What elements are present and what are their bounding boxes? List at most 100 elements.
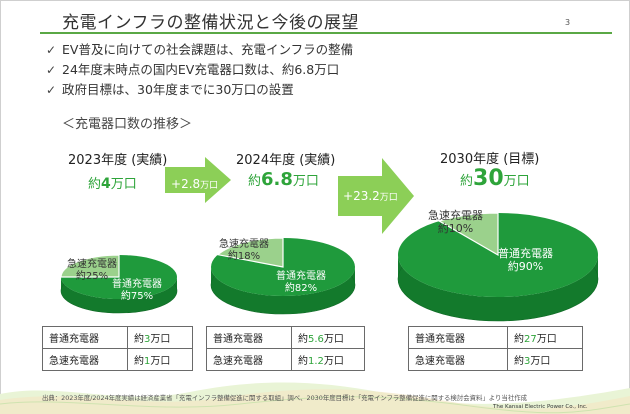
table-cell-value: 約3万口 bbox=[127, 326, 193, 349]
value-unit: 万口 bbox=[323, 334, 344, 345]
pie-2024 bbox=[210, 237, 356, 315]
value-unit: 万口 bbox=[536, 334, 557, 345]
breakdown-table-2023: 普通充電器 約3万口 急速充電器 約1万口 bbox=[42, 326, 193, 371]
value-number: 27 bbox=[524, 334, 537, 345]
title-underline bbox=[40, 32, 612, 34]
table-row: 普通充電器 約3万口 bbox=[42, 326, 193, 349]
pie-fast-label: 急速充電器 約25% bbox=[67, 259, 117, 283]
table-cell-value: 約1.2万口 bbox=[291, 348, 365, 371]
increase-amount: 23.2 bbox=[353, 189, 380, 203]
pie-normal-label: 普通充電器 約75% bbox=[112, 279, 162, 303]
pie-2030 bbox=[397, 212, 599, 322]
bullet-text: 24年度末時点の国内EV充電器口数は、約6.8万口 bbox=[62, 62, 340, 77]
increase-label-2030: +23.2万口 bbox=[343, 189, 398, 203]
check-mark-icon: ✓ bbox=[46, 63, 57, 77]
value-number: 3 bbox=[144, 334, 151, 345]
increase-unit: 万口 bbox=[379, 193, 398, 203]
pie-fast-label: 急速充電器 約10% bbox=[428, 210, 483, 236]
increase-label-2024: +2.8万口 bbox=[171, 177, 218, 191]
value-prefix: 約 bbox=[298, 356, 308, 367]
breakdown-table-2024: 普通充電器 約5.6万口 急速充電器 約1.2万口 bbox=[206, 326, 365, 371]
total-amount: 30 bbox=[473, 166, 504, 191]
year-label-2024: 2024年度 (実績) bbox=[236, 153, 336, 168]
fast-label-text: 急速充電器 bbox=[219, 239, 269, 250]
value-unit: 万口 bbox=[150, 356, 171, 367]
increase-amount: 2.8 bbox=[181, 177, 201, 191]
increase-prefix: + bbox=[171, 177, 182, 191]
bullet-list: ✓ EV普及に向けての社会課題は、充電インフラの整備 ✓ 24年度末時点の国内EV充… bbox=[46, 40, 353, 100]
table-cell-value: 約1万口 bbox=[127, 348, 193, 371]
company-name: The Kansai Electric Power Co., Inc. bbox=[493, 404, 588, 410]
value-prefix: 約 bbox=[514, 356, 524, 367]
pie-slice-fast bbox=[216, 237, 284, 268]
increase-arrow-icon bbox=[165, 157, 231, 203]
total-prefix: 約 bbox=[460, 174, 474, 189]
total-prefix: 約 bbox=[248, 174, 262, 189]
table-cell-type: 急速充電器 bbox=[206, 348, 292, 371]
table-cell-type: 普通充電器 bbox=[408, 326, 508, 349]
total-unit: 万口 bbox=[110, 177, 137, 192]
section-heading: ＜充電器口数の推移＞ bbox=[62, 117, 193, 132]
pie-slice-fast bbox=[437, 212, 499, 257]
normal-label-text: 普通充電器 bbox=[112, 279, 162, 290]
fast-label-text: 急速充電器 bbox=[67, 259, 117, 270]
page-number: 3 bbox=[565, 18, 571, 27]
increase-prefix: + bbox=[343, 189, 354, 203]
table-cell-type: 普通充電器 bbox=[42, 326, 128, 349]
normal-pct-text: 約75% bbox=[120, 291, 154, 302]
table-row: 急速充電器 約1.2万口 bbox=[206, 348, 365, 371]
fast-pct-text: 約25% bbox=[75, 271, 109, 282]
pie-2023 bbox=[60, 254, 178, 314]
pie-side bbox=[398, 255, 598, 321]
total-unit: 万口 bbox=[292, 174, 319, 189]
value-prefix: 約 bbox=[134, 356, 144, 367]
pie-slice-fast bbox=[60, 254, 120, 278]
footer-wave-decoration bbox=[0, 382, 630, 414]
total-prefix: 約 bbox=[88, 177, 102, 192]
value-unit: 万口 bbox=[150, 334, 171, 345]
slide-title: 充電インフラの整備状況と今後の展望 bbox=[62, 13, 359, 33]
table-cell-value: 約5.6万口 bbox=[291, 326, 365, 349]
total-2030: 約30万口 bbox=[460, 166, 530, 191]
bullet-item: ✓ 24年度末時点の国内EV充電器口数は、約6.8万口 bbox=[46, 60, 353, 80]
pie-normal-label: 普通充電器 約82% bbox=[276, 271, 326, 295]
fast-label-text: 急速充電器 bbox=[428, 209, 483, 222]
pie-normal-label: 普通充電器 約90% bbox=[498, 248, 553, 274]
normal-label-text: 普通充電器 bbox=[498, 247, 553, 260]
table-row: 普通充電器 約5.6万口 bbox=[206, 326, 365, 349]
table-row: 急速充電器 約1万口 bbox=[42, 348, 193, 371]
bullet-item: ✓ EV普及に向けての社会課題は、充電インフラの整備 bbox=[46, 40, 353, 60]
normal-pct-text: 約82% bbox=[284, 283, 318, 294]
table-cell-value: 約3万口 bbox=[507, 348, 583, 371]
pie-fast-label: 急速充電器 約18% bbox=[219, 239, 269, 263]
table-cell-type: 普通充電器 bbox=[206, 326, 292, 349]
value-unit: 万口 bbox=[530, 356, 551, 367]
value-unit: 万口 bbox=[323, 356, 344, 367]
year-label-2030: 2030年度 (目標) bbox=[440, 152, 540, 167]
total-2024: 約6.8万口 bbox=[248, 169, 319, 190]
source-note: 出典：2023年度/2024年度実績は経済産業省「充電インフラ整備促進に関する取… bbox=[42, 394, 527, 402]
bullet-text: EV普及に向けての社会課題は、充電インフラの整備 bbox=[62, 42, 354, 57]
pie-side bbox=[61, 277, 177, 313]
table-cell-type: 急速充電器 bbox=[408, 348, 508, 371]
value-prefix: 約 bbox=[514, 334, 524, 345]
check-mark-icon: ✓ bbox=[46, 83, 57, 97]
value-number: 1 bbox=[144, 356, 151, 367]
table-cell-type: 急速充電器 bbox=[42, 348, 128, 371]
value-number: 5.6 bbox=[308, 334, 324, 345]
total-amount: 6.8 bbox=[261, 169, 293, 190]
total-2023: 約4万口 bbox=[88, 173, 137, 192]
fast-pct-text: 約18% bbox=[227, 251, 261, 262]
value-prefix: 約 bbox=[298, 334, 308, 345]
table-row: 普通充電器 約27万口 bbox=[408, 326, 583, 349]
table-cell-value: 約27万口 bbox=[507, 326, 583, 349]
total-unit: 万口 bbox=[503, 174, 530, 189]
bullet-item: ✓ 政府目標は、30年度までに30万口の設置 bbox=[46, 80, 353, 100]
total-amount: 4 bbox=[101, 176, 111, 192]
value-number: 1.2 bbox=[308, 356, 324, 367]
fast-pct-text: 約10% bbox=[437, 222, 474, 235]
breakdown-table-2030: 普通充電器 約27万口 急速充電器 約3万口 bbox=[408, 326, 583, 371]
value-prefix: 約 bbox=[134, 334, 144, 345]
increase-arrow-icon bbox=[338, 158, 414, 234]
normal-pct-text: 約90% bbox=[507, 260, 544, 273]
